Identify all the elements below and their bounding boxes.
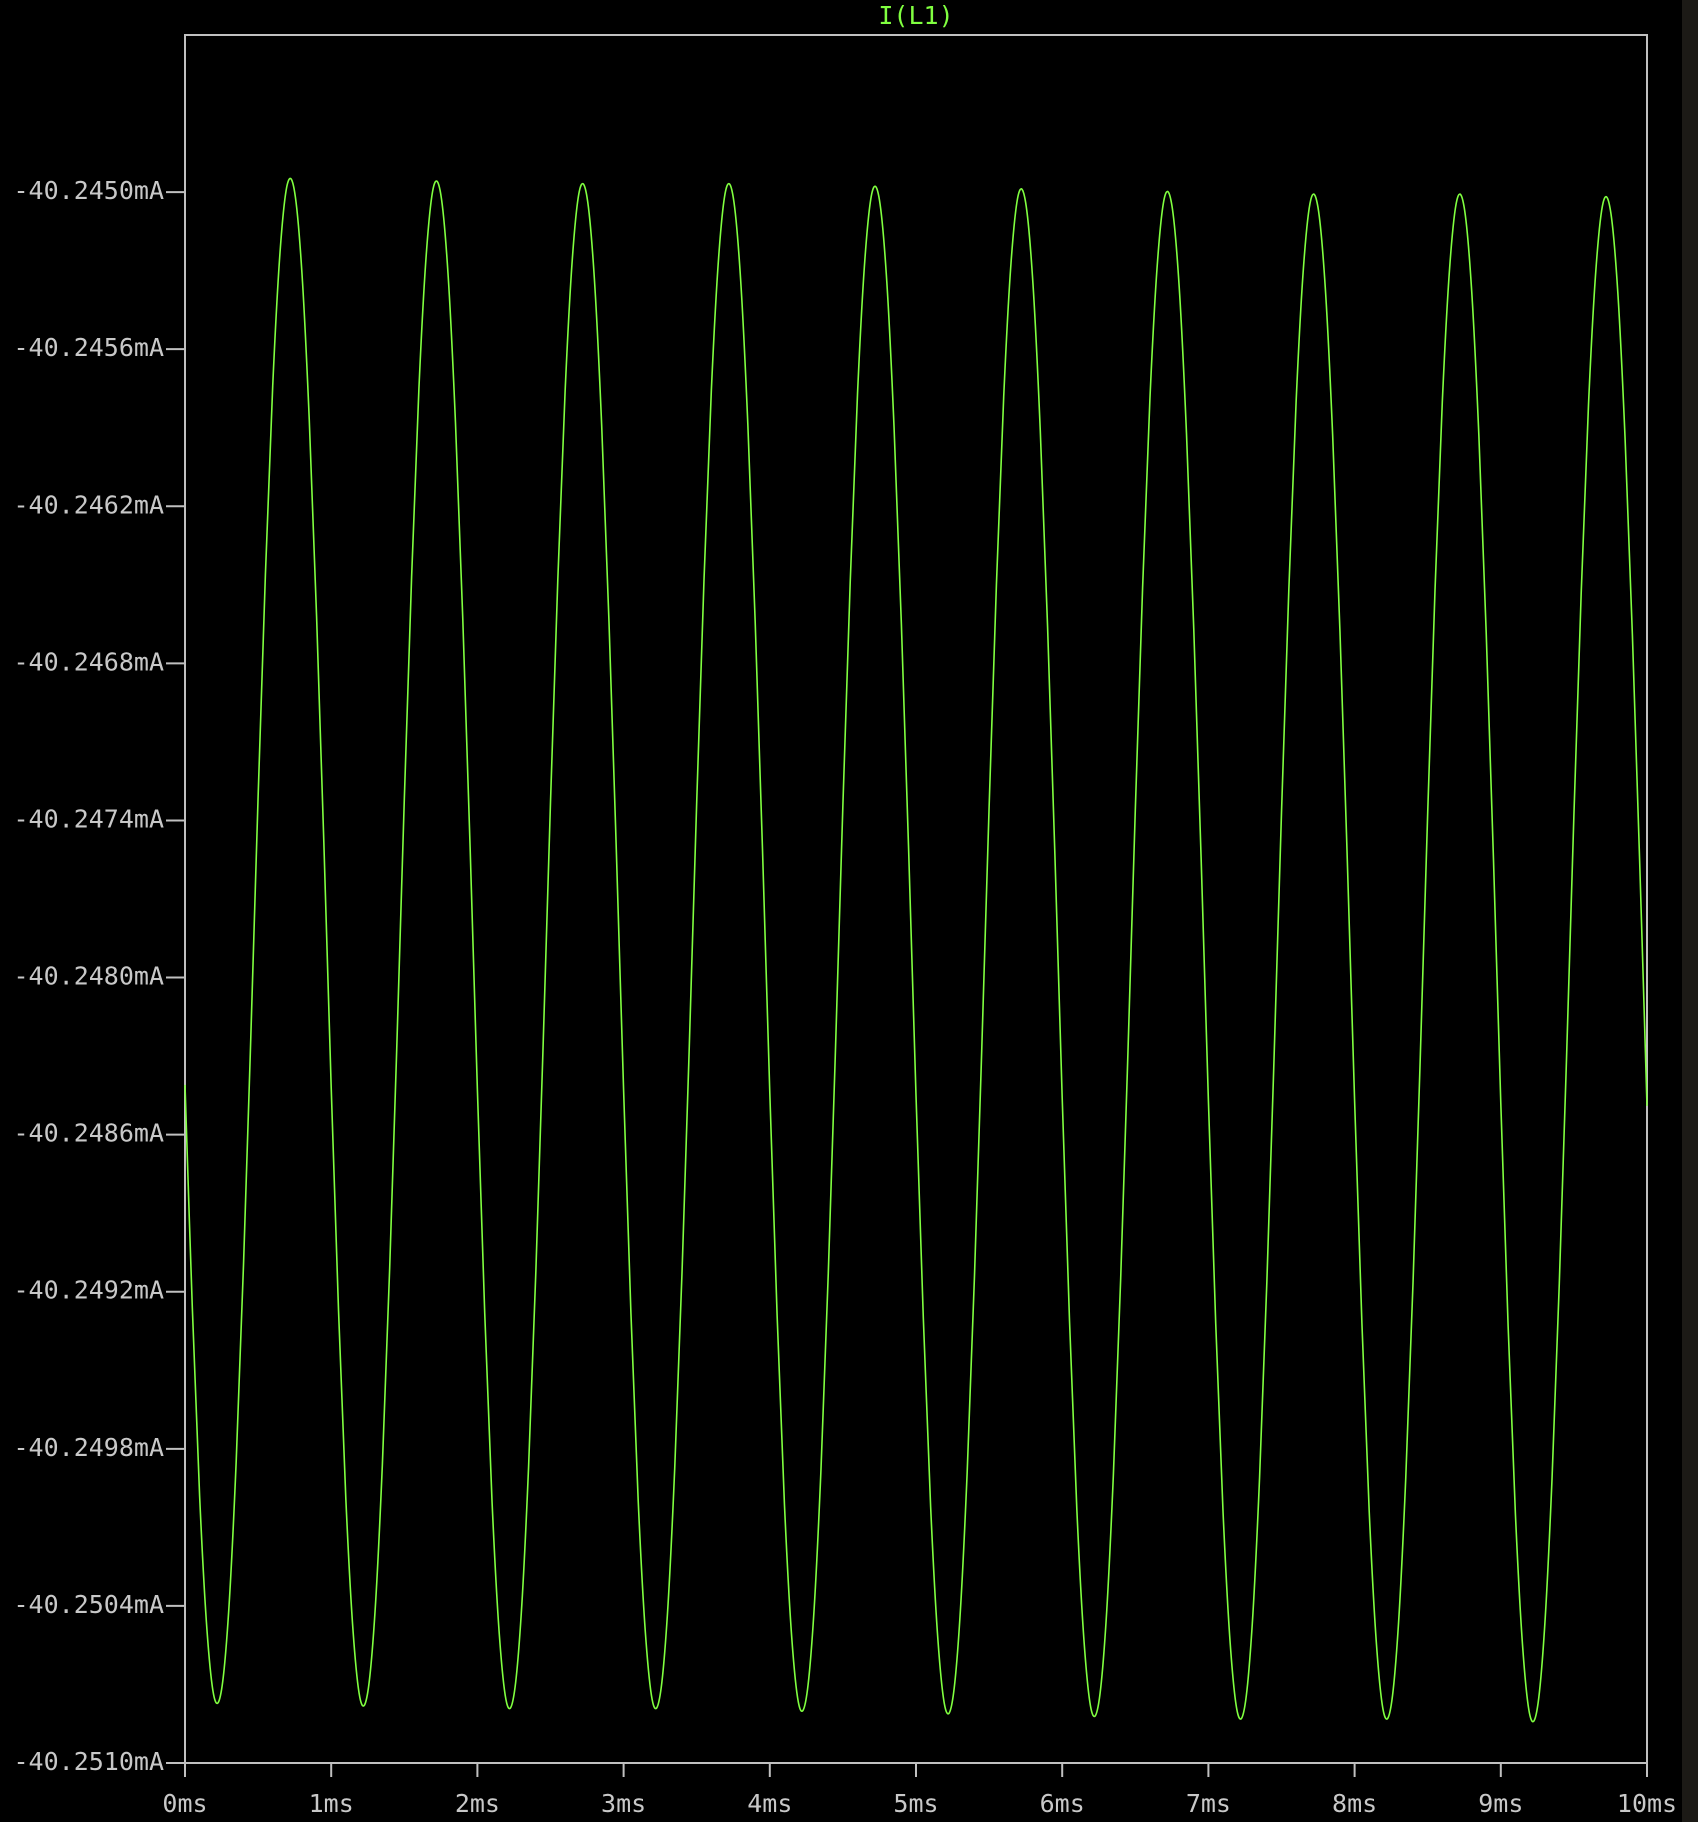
y-tick-label: -40.2492mA xyxy=(13,1276,164,1305)
trace-label: I(L1) xyxy=(878,1,953,30)
x-tick-label: 3ms xyxy=(601,1789,646,1818)
x-tick-label: 9ms xyxy=(1478,1789,1523,1818)
x-tick-label: 1ms xyxy=(309,1789,354,1818)
y-tick-label: -40.2474mA xyxy=(13,804,164,833)
y-tick-label: -40.2486mA xyxy=(13,1119,164,1148)
y-tick-label: -40.2462mA xyxy=(13,490,164,519)
x-tick-label: 6ms xyxy=(1040,1789,1085,1818)
y-tick-label: -40.2504mA xyxy=(13,1590,164,1619)
x-tick-label: 0ms xyxy=(162,1789,207,1818)
x-tick-label: 4ms xyxy=(747,1789,792,1818)
y-tick-label: -40.2450mA xyxy=(13,176,164,205)
trace-line xyxy=(184,177,1648,1723)
x-tick-label: 5ms xyxy=(893,1789,938,1818)
y-tick-label: -40.2456mA xyxy=(13,333,164,362)
y-tick-label: -40.2480mA xyxy=(13,962,164,991)
y-tick-label: -40.2468mA xyxy=(13,647,164,676)
y-tick-label: -40.2510mA xyxy=(13,1747,164,1776)
x-tick-label: 8ms xyxy=(1332,1789,1377,1818)
x-tick-label: 2ms xyxy=(455,1789,500,1818)
y-tick-label: -40.2498mA xyxy=(13,1433,164,1462)
x-tick-label: 7ms xyxy=(1186,1789,1231,1818)
window-edge xyxy=(1682,0,1698,1822)
x-tick-label: 10ms xyxy=(1617,1789,1677,1818)
